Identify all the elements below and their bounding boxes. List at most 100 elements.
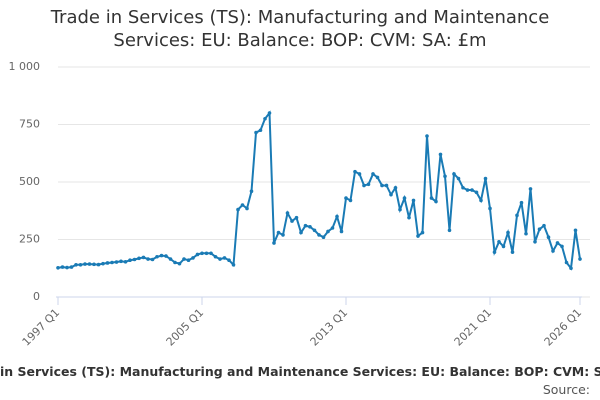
point (353, 169, 357, 174)
point (299, 230, 303, 235)
point (182, 257, 186, 261)
point (492, 250, 497, 254)
point (362, 183, 366, 188)
point (56, 265, 60, 270)
point (263, 116, 267, 121)
point (218, 257, 222, 261)
point (488, 206, 492, 211)
point (150, 257, 155, 262)
point (470, 188, 474, 192)
x-tick-label: 2026 Q1 (542, 306, 585, 349)
point (105, 261, 110, 265)
point (87, 262, 92, 266)
point (398, 207, 402, 212)
point (465, 188, 470, 192)
point (537, 227, 542, 231)
point (137, 256, 141, 261)
point (438, 152, 443, 157)
point (542, 223, 546, 228)
point (326, 229, 330, 234)
point (339, 229, 344, 234)
point (69, 265, 74, 269)
x-tick-label: 2005 Q1 (164, 306, 207, 349)
point (231, 263, 236, 267)
y-tick-label: 500 (19, 175, 40, 188)
x-tick-label: 1997 Q1 (20, 306, 63, 349)
point (357, 172, 362, 176)
point (83, 262, 87, 266)
y-tick-label: 0 (33, 290, 40, 303)
point (245, 206, 249, 211)
x-tick-label: 2021 Q1 (452, 306, 495, 349)
point (308, 225, 312, 229)
x-tick-label: 2013 Q1 (308, 306, 351, 349)
point (375, 175, 380, 180)
point (164, 254, 168, 258)
point (227, 258, 231, 263)
point (330, 226, 335, 230)
point (564, 260, 569, 265)
y-tick-label: 750 (19, 118, 40, 131)
point (101, 261, 105, 266)
point (555, 241, 560, 245)
point (290, 219, 294, 223)
point (209, 251, 213, 256)
point (519, 200, 524, 205)
point (560, 244, 564, 249)
point (74, 263, 78, 267)
point (524, 231, 528, 236)
point (546, 235, 551, 239)
point (366, 182, 371, 187)
point (146, 257, 150, 261)
point (411, 198, 416, 203)
point (456, 176, 461, 181)
point (213, 254, 218, 259)
point (276, 230, 281, 235)
point (168, 257, 173, 261)
point (321, 235, 326, 239)
point (240, 203, 245, 207)
y-tick-label: 1 000 (9, 60, 41, 73)
point (510, 250, 515, 254)
point (425, 134, 429, 138)
point (186, 258, 191, 263)
point (258, 128, 263, 133)
point (533, 240, 537, 244)
point (402, 196, 407, 200)
point (200, 251, 204, 256)
point (177, 261, 182, 266)
footer-title: Trade in Services (TS): Manufacturing an… (0, 364, 600, 379)
point (474, 190, 479, 195)
point (285, 211, 290, 215)
point (222, 256, 227, 260)
point (497, 240, 501, 244)
point (429, 196, 434, 200)
point (92, 262, 96, 267)
point (128, 258, 132, 263)
y-tick-label: 250 (19, 233, 40, 246)
point (393, 185, 398, 190)
point (78, 263, 83, 267)
point (371, 172, 375, 176)
point (254, 130, 258, 135)
point (573, 228, 578, 233)
point (384, 183, 389, 188)
point (123, 260, 128, 264)
point (501, 244, 506, 249)
line (57, 110, 581, 271)
point (348, 198, 353, 203)
point (204, 251, 209, 256)
point (407, 215, 411, 220)
point (416, 234, 420, 238)
point (335, 214, 339, 219)
chart-title: Trade in Services (TS): Manufacturing an… (50, 7, 550, 51)
point (281, 233, 285, 237)
point (141, 255, 146, 260)
point (420, 230, 425, 235)
point (317, 233, 321, 237)
point (173, 260, 177, 265)
point (195, 252, 200, 257)
point (249, 189, 254, 193)
